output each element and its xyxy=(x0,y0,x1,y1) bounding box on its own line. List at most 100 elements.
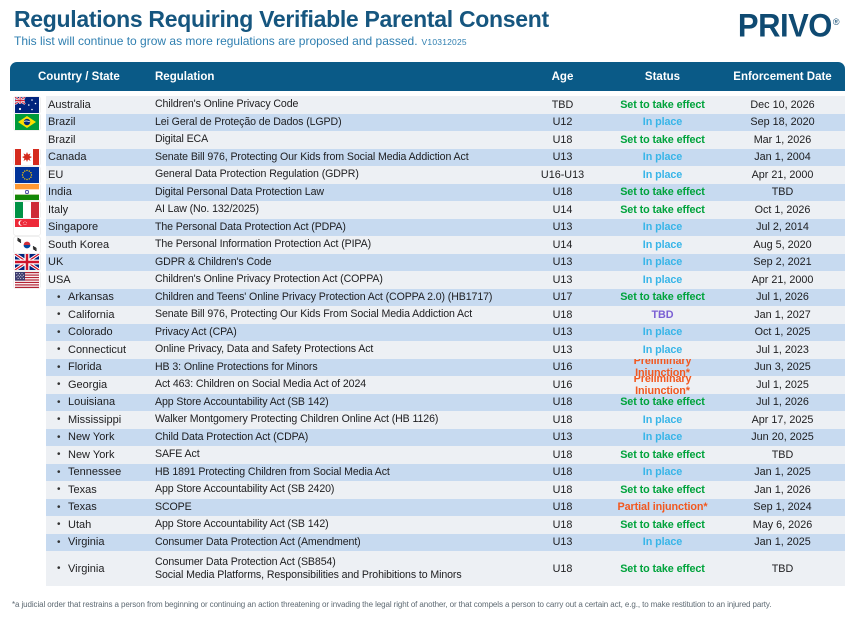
regulation-cell: GDPR & Children's Code xyxy=(143,253,520,271)
country-name: New York xyxy=(68,448,115,461)
age-cell: U16-U13 xyxy=(520,166,605,184)
age-cell: U18 xyxy=(520,481,605,499)
flag-icon xyxy=(10,324,46,342)
country-cell: • Colorado xyxy=(46,323,143,341)
regulation-line1: Child Data Protection Act (CDPA) xyxy=(155,430,309,443)
status-badge: In place xyxy=(605,271,720,289)
country-cell: • Florida xyxy=(46,358,143,376)
flag-icon xyxy=(10,534,46,552)
table-row: • Utah App Store Accountability Act (SB … xyxy=(10,516,845,534)
table-row: • Brazil Digital ECA U18 Set to take eff… xyxy=(10,131,845,149)
state-bullet-icon: • xyxy=(57,466,61,478)
india-flag-icon xyxy=(10,184,46,202)
enforcement-date-cell: TBD xyxy=(720,183,845,201)
age-cell: U13 xyxy=(520,341,605,359)
table-header-row: Country / State Regulation Age Status En… xyxy=(10,62,845,91)
enforcement-date-cell: Jul 2, 2014 xyxy=(720,218,845,236)
regulation-line1: Consumer Data Protection Act (Amendment) xyxy=(155,535,361,548)
age-cell: U18 xyxy=(520,411,605,429)
flag-icon xyxy=(10,341,46,359)
regulation-line1: Digital ECA xyxy=(155,133,209,146)
table-row: • Singapore The Personal Data Protection… xyxy=(10,218,845,237)
version-label: V10312025 xyxy=(421,37,467,47)
regulation-line1: Senate Bill 976, Protecting Our Kids fro… xyxy=(155,150,469,163)
country-cell: • Mississippi xyxy=(46,411,143,429)
country-name: Florida xyxy=(68,361,102,374)
country-cell: • India xyxy=(46,183,143,201)
enforcement-date-cell: Sep 18, 2020 xyxy=(720,113,845,131)
regulation-line1: SAFE Act xyxy=(155,448,200,461)
status-badge: Set to take effect xyxy=(605,481,720,499)
country-name: India xyxy=(48,186,72,199)
age-cell: U17 xyxy=(520,288,605,306)
status-badge: Set to take effect xyxy=(605,96,720,114)
status-badge: In place xyxy=(605,148,720,166)
enforcement-date-cell: Jan 1, 2026 xyxy=(720,481,845,499)
age-cell: U18 xyxy=(520,131,605,149)
flag-icon xyxy=(10,411,46,429)
regulation-line1: App Store Accountability Act (SB 142) xyxy=(155,518,329,531)
country-cell: • Georgia xyxy=(46,376,143,394)
country-name: Georgia xyxy=(68,378,108,391)
status-badge: Partial injunction* xyxy=(605,498,720,516)
country-name: Texas xyxy=(68,501,97,514)
regulation-line1: The Personal Information Protection Act … xyxy=(155,238,372,251)
table-row: • Mississippi Walker Montgomery Protecti… xyxy=(10,411,845,429)
regulation-line1: SCOPE xyxy=(155,500,192,513)
enforcement-date-cell: Oct 1, 2026 xyxy=(720,201,845,219)
country-name: EU xyxy=(48,168,64,181)
regulation-cell: Senate Bill 976, Protecting Our Kids fro… xyxy=(143,148,520,166)
age-cell: U18 xyxy=(520,393,605,411)
status-badge: Preliminary Injunction* xyxy=(605,376,720,394)
regulation-cell: Privacy Act (CPA) xyxy=(143,323,520,341)
country-cell: • Virginia xyxy=(46,551,143,586)
state-bullet-icon: • xyxy=(57,379,61,391)
australia-flag-icon xyxy=(10,96,46,114)
status-badge: Set to take effect xyxy=(605,446,720,464)
table-row: • Connecticut Online Privacy, Data and S… xyxy=(10,341,845,359)
status-badge: Set to take effect xyxy=(605,393,720,411)
regulation-line1: AI Law (No. 132/2025) xyxy=(155,203,259,216)
table-row: • Virginia Consumer Data Protection Act … xyxy=(10,551,845,586)
country-cell: • Virginia xyxy=(46,533,143,551)
enforcement-date-cell: Jan 1, 2004 xyxy=(720,148,845,166)
age-cell: U13 xyxy=(520,218,605,236)
regulation-cell: Walker Montgomery Protecting Children On… xyxy=(143,411,520,429)
age-cell: U12 xyxy=(520,113,605,131)
age-cell: TBD xyxy=(520,96,605,114)
regulation-line1: Online Privacy, Data and Safety Protecti… xyxy=(155,343,374,356)
regulation-line1: Walker Montgomery Protecting Children On… xyxy=(155,413,439,426)
status-badge: Set to take effect xyxy=(605,131,720,149)
singapore-flag-icon xyxy=(10,219,46,237)
country-name: Virginia xyxy=(68,562,105,575)
regulation-cell: Children's Online Privacy Protection Act… xyxy=(143,271,520,289)
enforcement-date-cell: Jun 3, 2025 xyxy=(720,358,845,376)
enforcement-date-cell: Aug 5, 2020 xyxy=(720,236,845,254)
privo-logo-text: PRIVO xyxy=(737,7,832,44)
country-cell: • New York xyxy=(46,446,143,464)
country-name: New York xyxy=(68,431,115,444)
regulation-line1: Senate Bill 976, Protecting Our Kids Fro… xyxy=(155,308,473,321)
enforcement-date-cell: TBD xyxy=(720,551,845,586)
country-cell: • Italy xyxy=(46,201,143,219)
country-name: Tennessee xyxy=(68,466,122,479)
age-cell: U18 xyxy=(520,463,605,481)
country-cell: • New York xyxy=(46,428,143,446)
country-cell: • Arkansas xyxy=(46,288,143,306)
country-cell: • Australia xyxy=(46,96,143,114)
country-name: Mississippi xyxy=(68,413,122,426)
country-name: Singapore xyxy=(48,221,99,234)
status-badge: In place xyxy=(605,113,720,131)
country-name: Connecticut xyxy=(68,343,127,356)
status-badge: Set to take effect xyxy=(605,551,720,586)
regulation-line1: Children and Teens' Online Privacy Prote… xyxy=(155,290,493,303)
status-badge: In place xyxy=(605,218,720,236)
regulation-line1: HB 1891 Protecting Children from Social … xyxy=(155,465,390,478)
country-cell: • USA xyxy=(46,271,143,289)
table-row: • New York SAFE Act U18 Set to take effe… xyxy=(10,446,845,464)
regulation-line1: GDPR & Children's Code xyxy=(155,255,272,268)
enforcement-date-cell: Sep 1, 2024 xyxy=(720,498,845,516)
regulation-line1: Privacy Act (CPA) xyxy=(155,325,237,338)
flag-icon xyxy=(10,551,46,586)
